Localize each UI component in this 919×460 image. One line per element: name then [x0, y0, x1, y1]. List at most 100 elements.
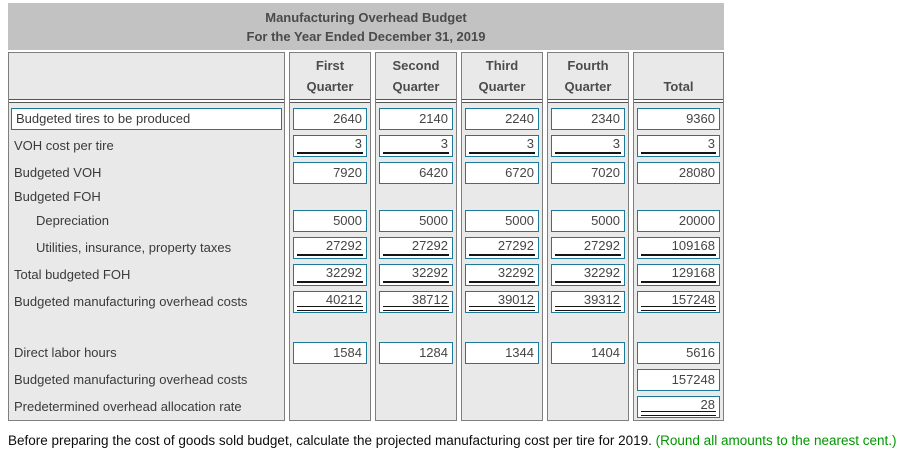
- cell-row-budgeted-manufacturing-overhead-costs-q1: 40212: [290, 288, 370, 315]
- input-budgeted-tires-to-be-produced-total[interactable]: 9360: [637, 107, 720, 130]
- input-depreciation-q3[interactable]: 5000: [465, 209, 539, 232]
- row-label-depreciation: Depreciation: [36, 213, 109, 228]
- input-budgeted-tires-to-be-produced-q1[interactable]: 2640: [293, 107, 367, 130]
- input-direct-labor-hours-q1[interactable]: 1584: [293, 341, 367, 364]
- input-depreciation-total[interactable]: 20000: [637, 209, 720, 232]
- column-header-q4-line1: Fourth: [567, 58, 609, 73]
- value-budgeted-manufacturing-overhead-costs-q1: 40212: [325, 291, 362, 307]
- input-direct-labor-hours-total[interactable]: 5616: [637, 341, 720, 364]
- input-budgeted-manufacturing-overhead-costs-q4[interactable]: 39312: [551, 290, 625, 313]
- cell-row-budgeted-manufacturing-overhead-costs-total-q3: [462, 366, 542, 393]
- rounding-note: (Round all amounts to the nearest cent.): [655, 433, 897, 448]
- input-depreciation-q2[interactable]: 5000: [379, 209, 453, 232]
- label-column-header: [9, 53, 284, 99]
- value-voh-cost-per-tire-q2: 3: [440, 135, 448, 151]
- cell-row-budgeted-voh-q2: 6420: [376, 159, 456, 186]
- cell-row-voh-cost-per-tire-q2: 3: [376, 132, 456, 159]
- cell-row-budgeted-manufacturing-overhead-costs-q4: 39312: [548, 288, 628, 315]
- input-total-budgeted-foh-q4[interactable]: 32292: [551, 263, 625, 286]
- cell-row-spacer-q1: [290, 315, 370, 339]
- value-depreciation-q4: 5000: [591, 213, 620, 228]
- input-budgeted-voh-q4[interactable]: 7020: [551, 161, 625, 184]
- input-voh-cost-per-tire-q1[interactable]: 3: [293, 134, 367, 157]
- column-body-q1: 2640 3 7920 5000 27292 32292 40212 1584: [290, 103, 370, 420]
- input-voh-cost-per-tire-q2[interactable]: 3: [379, 134, 453, 157]
- row-label-voh-cost-per-tire: VOH cost per tire: [14, 138, 114, 153]
- input-depreciation-q1[interactable]: 5000: [293, 209, 367, 232]
- input-budgeted-manufacturing-overhead-costs-total-total[interactable]: 157248: [637, 368, 720, 391]
- input-direct-labor-hours-q2[interactable]: 1284: [379, 341, 453, 364]
- cell-row-direct-labor-hours-q2: 1284: [376, 339, 456, 366]
- cell-row-utilities-insurance-property-taxes-q2: 27292: [376, 234, 456, 261]
- cell-row-utilities-insurance-property-taxes-total: 109168: [634, 234, 723, 261]
- input-utilities-insurance-property-taxes-total[interactable]: 109168: [637, 236, 720, 259]
- input-utilities-insurance-property-taxes-q1[interactable]: 27292: [293, 236, 367, 259]
- cell-row-budgeted-foh-q1: [290, 186, 370, 207]
- input-budgeted-tires-to-be-produced-q4[interactable]: 2340: [551, 107, 625, 130]
- label-column-body: Budgeted tires to be produced VOH cost pe…: [9, 103, 284, 420]
- input-voh-cost-per-tire-q3[interactable]: 3: [465, 134, 539, 157]
- instruction-sentence: Before preparing the cost of goods sold …: [8, 433, 656, 448]
- header-divider: [376, 99, 456, 103]
- cell-row-spacer-q2: [376, 315, 456, 339]
- value-budgeted-tires-to-be-produced-total: 9360: [686, 111, 715, 126]
- header-divider: [634, 99, 723, 103]
- cell-row-budgeted-voh-q1: 7920: [290, 159, 370, 186]
- cell-row-total-budgeted-foh-q1: 32292: [290, 261, 370, 288]
- cell-row-budgeted-tires-to-be-produced-q2: 2140: [376, 105, 456, 132]
- input-utilities-insurance-property-taxes-q2[interactable]: 27292: [379, 236, 453, 259]
- input-budgeted-voh-total[interactable]: 28080: [637, 161, 720, 184]
- column-total: Total 9360 3 28080 20000 109168 129168 157248 5…: [633, 52, 724, 421]
- input-depreciation-q4[interactable]: 5000: [551, 209, 625, 232]
- input-budgeted-tires-to-be-produced-q3[interactable]: 2240: [465, 107, 539, 130]
- row-label-total-budgeted-foh: Total budgeted FOH: [14, 267, 131, 282]
- header-divider: [9, 99, 284, 103]
- input-total-budgeted-foh-q2[interactable]: 32292: [379, 263, 453, 286]
- input-utilities-insurance-property-taxes-q4[interactable]: 27292: [551, 236, 625, 259]
- input-budgeted-tires-to-be-produced-q2[interactable]: 2140: [379, 107, 453, 130]
- column-body-total: 9360 3 28080 20000 109168 129168 157248 5616 157…: [634, 103, 723, 420]
- input-budgeted-voh-q1[interactable]: 7920: [293, 161, 367, 184]
- row-label-box-budgeted-tires-to-be-produced[interactable]: Budgeted tires to be produced: [11, 107, 282, 130]
- input-total-budgeted-foh-q3[interactable]: 32292: [465, 263, 539, 286]
- input-budgeted-manufacturing-overhead-costs-q2[interactable]: 38712: [379, 290, 453, 313]
- table-columns: Budgeted tires to be produced VOH cost pe…: [8, 52, 724, 421]
- cell-row-budgeted-voh-q4: 7020: [548, 159, 628, 186]
- cell-row-voh-cost-per-tire-q3: 3: [462, 132, 542, 159]
- input-direct-labor-hours-q3[interactable]: 1344: [465, 341, 539, 364]
- input-direct-labor-hours-q4[interactable]: 1404: [551, 341, 625, 364]
- value-voh-cost-per-tire-q1: 3: [354, 135, 362, 151]
- value-direct-labor-hours-q3: 1344: [505, 345, 534, 360]
- input-total-budgeted-foh-q1[interactable]: 32292: [293, 263, 367, 286]
- value-budgeted-tires-to-be-produced-q1: 2640: [333, 111, 362, 126]
- row-utilities-insurance-property-taxes: Utilities, insurance, property taxes: [9, 234, 284, 261]
- value-voh-cost-per-tire-q3: 3: [526, 135, 534, 151]
- cell-row-predetermined-overhead-allocation-rate-total: 28: [634, 393, 723, 420]
- cell-row-budgeted-tires-to-be-produced-q1: 2640: [290, 105, 370, 132]
- cell-row-budgeted-manufacturing-overhead-costs-q2: 38712: [376, 288, 456, 315]
- input-total-budgeted-foh-total[interactable]: 129168: [637, 263, 720, 286]
- input-predetermined-overhead-allocation-rate-total[interactable]: 28: [637, 395, 720, 418]
- value-budgeted-voh-q3: 6720: [505, 165, 534, 180]
- row-budgeted-foh: Budgeted FOH: [9, 186, 284, 207]
- input-voh-cost-per-tire-total[interactable]: 3: [637, 134, 720, 157]
- row-label-utilities-insurance-property-taxes: Utilities, insurance, property taxes: [36, 240, 232, 255]
- input-utilities-insurance-property-taxes-q3[interactable]: 27292: [465, 236, 539, 259]
- value-direct-labor-hours-total: 5616: [686, 345, 715, 360]
- row-total-budgeted-foh: Total budgeted FOH: [9, 261, 284, 288]
- cell-row-depreciation-total: 20000: [634, 207, 723, 234]
- column-header-q3-line1: Third: [485, 58, 519, 73]
- header-divider: [290, 99, 370, 103]
- cell-row-budgeted-foh-q4: [548, 186, 628, 207]
- input-budgeted-voh-q3[interactable]: 6720: [465, 161, 539, 184]
- input-budgeted-manufacturing-overhead-costs-total[interactable]: 157248: [637, 290, 720, 313]
- input-voh-cost-per-tire-q4[interactable]: 3: [551, 134, 625, 157]
- row-budgeted-tires-to-be-produced: Budgeted tires to be produced: [9, 105, 284, 132]
- spacer-row: [9, 315, 284, 339]
- input-budgeted-manufacturing-overhead-costs-q1[interactable]: 40212: [293, 290, 367, 313]
- input-budgeted-manufacturing-overhead-costs-q3[interactable]: 39012: [465, 290, 539, 313]
- value-direct-labor-hours-q2: 1284: [419, 345, 448, 360]
- column-body-q4: 2340 3 7020 5000 27292 32292 39312 1404: [548, 103, 628, 420]
- row-label-budgeted-foh: Budgeted FOH: [14, 189, 101, 204]
- input-budgeted-voh-q2[interactable]: 6420: [379, 161, 453, 184]
